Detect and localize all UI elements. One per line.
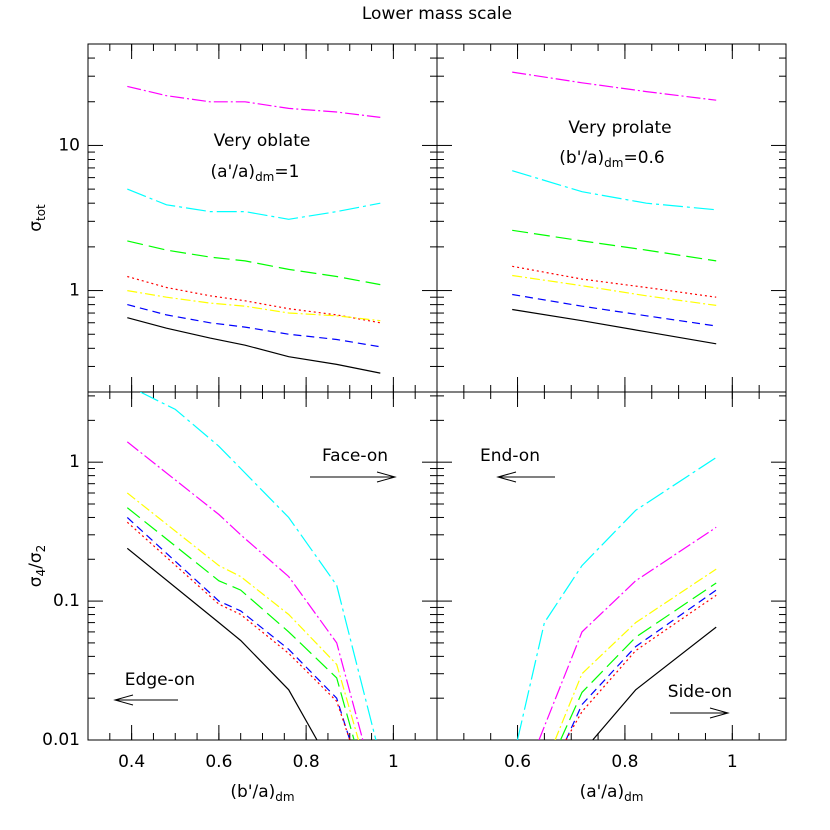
- data-line: [126, 492, 360, 740]
- arrow-head: [709, 707, 730, 719]
- data-line: [559, 582, 717, 740]
- annotation-part: =0.6: [623, 148, 664, 168]
- y-axis-label-subscript: tot: [34, 204, 48, 221]
- data-line: [126, 507, 355, 740]
- y-axis-label-subscript: 4: [34, 569, 48, 577]
- data-line: [127, 188, 381, 220]
- figure-title: Lower mass scale: [362, 4, 512, 24]
- data-line: [127, 304, 381, 348]
- y-tick-label: 1: [69, 452, 80, 472]
- data-line: [140, 392, 377, 740]
- data-line: [565, 589, 717, 740]
- x-axis-label: (a'/a)dm: [580, 782, 644, 804]
- y-tick-label: 0.1: [53, 591, 80, 611]
- y-axis-label-part: /σ: [26, 552, 46, 569]
- x-tick-label: 0.6: [504, 752, 531, 772]
- data-line: [512, 170, 717, 211]
- orientation-label: Side-on: [668, 682, 732, 702]
- annotation-part: =1: [274, 162, 299, 182]
- y-axis-label: σtot: [26, 204, 48, 232]
- annotation: Very oblate: [214, 131, 311, 151]
- data-line: [538, 526, 717, 740]
- orientation-label: Face-on: [322, 446, 388, 466]
- data-line: [126, 441, 364, 740]
- y-axis-label-part: σ: [26, 576, 46, 587]
- x-tick-label: 0.8: [611, 752, 638, 772]
- panel-frame: [436, 391, 787, 741]
- data-line: [512, 274, 717, 306]
- data-line: [554, 568, 717, 740]
- annotation: (b'/a)dm=0.6: [559, 148, 664, 170]
- data-line: [592, 626, 717, 740]
- annotation-part: Very oblate: [214, 131, 311, 151]
- data-line: [127, 290, 381, 322]
- arrow-head: [496, 471, 517, 483]
- panel-frame: [87, 43, 438, 393]
- x-tick-label: 1: [388, 752, 399, 772]
- arrow-head: [113, 694, 134, 706]
- x-axis-label-subscript: dm: [275, 790, 294, 804]
- annotation: Very prolate: [568, 118, 671, 138]
- y-tick-label: 1: [69, 281, 80, 301]
- data-line: [565, 594, 717, 740]
- data-line: [127, 275, 381, 324]
- y-axis-label-part: σ: [26, 221, 46, 232]
- x-axis-label-subscript: dm: [624, 790, 643, 804]
- data-line: [126, 547, 318, 740]
- data-line: [512, 71, 717, 101]
- x-tick-label: 0.4: [118, 752, 145, 772]
- x-axis-label-part: (b'/a): [230, 782, 275, 802]
- annotation-subscript: dm: [255, 170, 274, 184]
- data-line: [512, 229, 717, 262]
- y-tick-label: 10: [58, 135, 80, 155]
- x-tick-label: 0.6: [205, 752, 232, 772]
- data-line: [127, 240, 381, 286]
- panel-frame: [436, 43, 787, 393]
- data-line: [127, 317, 381, 374]
- data-line: [512, 293, 717, 327]
- x-tick-label: 0.8: [293, 752, 320, 772]
- data-line: [516, 456, 717, 740]
- x-tick-label: 1: [727, 752, 738, 772]
- annotation-part: (b'/a): [559, 148, 604, 168]
- data-line: [126, 521, 351, 740]
- y-tick-label: 0.01: [42, 730, 80, 750]
- data-line: [126, 517, 351, 740]
- x-axis-label-part: (a'/a): [580, 782, 625, 802]
- data-line: [512, 265, 717, 298]
- y-axis-label-subscript: 2: [34, 545, 48, 553]
- data-line: [512, 308, 717, 345]
- x-axis-label: (b'/a)dm: [230, 782, 294, 804]
- annotation-part: Very prolate: [568, 118, 671, 138]
- orientation-label: Edge-on: [125, 670, 195, 690]
- orientation-label: End-on: [480, 446, 540, 466]
- y-axis-label: σ4/σ2: [26, 545, 48, 588]
- arrow-head: [376, 471, 397, 483]
- data-line: [127, 85, 381, 118]
- annotation-part: (a'/a): [211, 162, 256, 182]
- annotation: (a'/a)dm=1: [211, 162, 300, 184]
- annotation-subscript: dm: [604, 156, 623, 170]
